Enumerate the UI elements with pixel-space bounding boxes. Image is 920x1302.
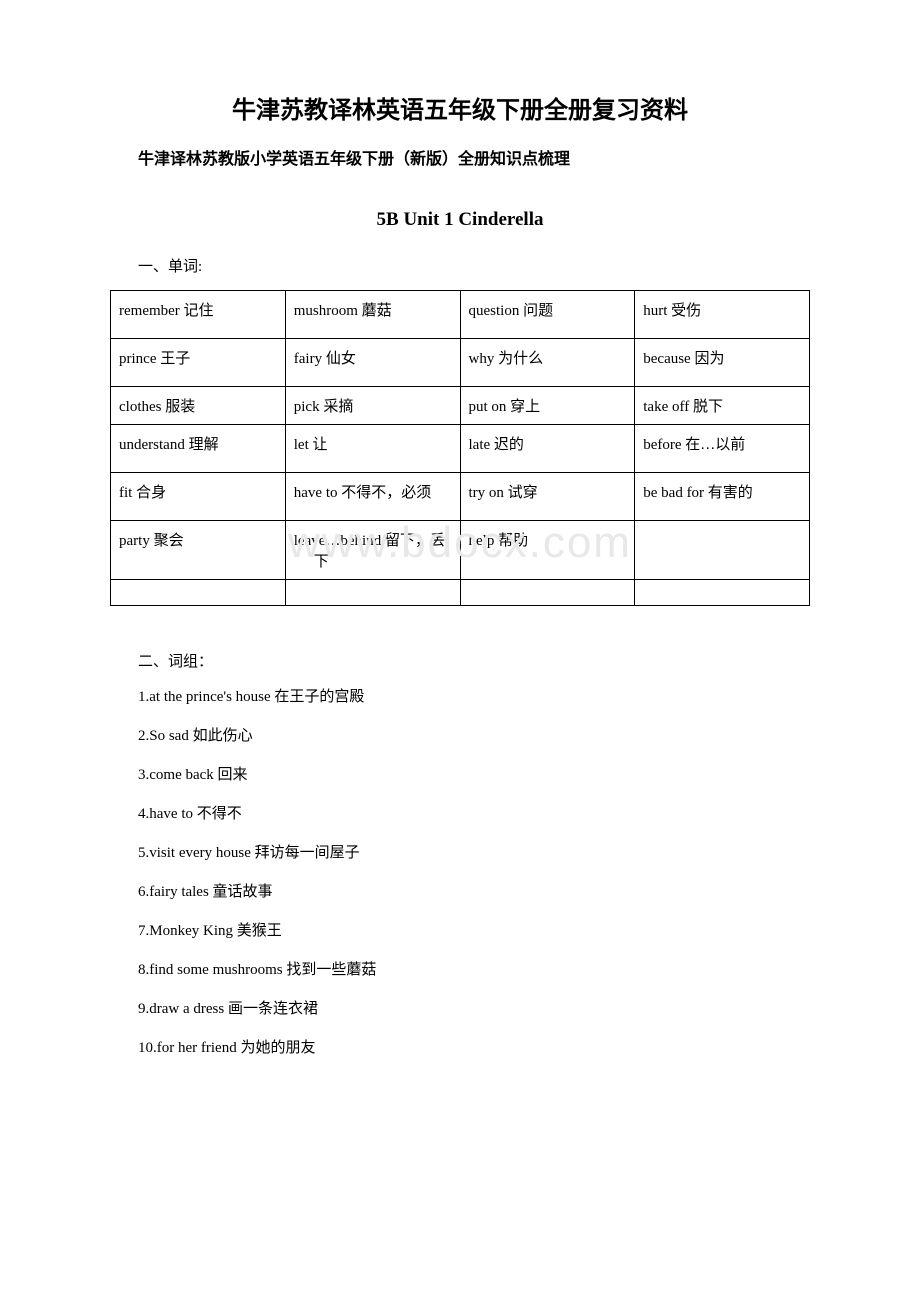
vocab-cell: fairy 仙女 (285, 339, 460, 387)
vocab-cell: leave…behind 留下，丢下 (285, 521, 460, 580)
table-row: remember 记住 mushroom 蘑菇 question 问题 hurt… (111, 291, 810, 339)
vocab-cell: be bad for 有害的 (635, 473, 810, 521)
subtitle: 牛津译林苏教版小学英语五年级下册（新版）全册知识点梳理 (110, 145, 810, 169)
vocab-cell: remember 记住 (111, 291, 286, 339)
section-phrases-heading: 二、词组： (110, 650, 810, 671)
list-item: 1.at the prince's house 在王子的宫殿 (110, 685, 810, 706)
section-vocab-heading: 一、单词: (110, 255, 810, 276)
vocab-cell: question 问题 (460, 291, 635, 339)
list-item: 6.fairy tales 童话故事 (110, 880, 810, 901)
vocab-cell (111, 580, 286, 606)
list-item: 4.have to 不得不 (110, 802, 810, 823)
vocab-cell: party 聚会 (111, 521, 286, 580)
vocab-cell: because 因为 (635, 339, 810, 387)
unit-title: 5B Unit 1 Cinderella (110, 209, 810, 231)
table-row: fit 合身 have to 不得不，必须 try on 试穿 be bad f… (111, 473, 810, 521)
vocab-cell: pick 采摘 (285, 387, 460, 425)
vocab-cell: mushroom 蘑菇 (285, 291, 460, 339)
table-row: prince 王子 fairy 仙女 why 为什么 because 因为 (111, 339, 810, 387)
main-title: 牛津苏教译林英语五年级下册全册复习资料 (110, 90, 810, 125)
list-item: 2.So sad 如此伤心 (110, 724, 810, 745)
vocab-cell: have to 不得不，必须 (285, 473, 460, 521)
vocab-cell (635, 580, 810, 606)
vocab-table: remember 记住 mushroom 蘑菇 question 问题 hurt… (110, 290, 810, 606)
vocab-cell (635, 521, 810, 580)
vocab-cell: try on 试穿 (460, 473, 635, 521)
list-item: 5.visit every house 拜访每一间屋子 (110, 841, 810, 862)
vocab-cell: put on 穿上 (460, 387, 635, 425)
vocab-cell: why 为什么 (460, 339, 635, 387)
vocab-cell: prince 王子 (111, 339, 286, 387)
vocab-cell (460, 580, 635, 606)
table-row: clothes 服装 pick 采摘 put on 穿上 take off 脱下 (111, 387, 810, 425)
vocab-cell: help 帮助 (460, 521, 635, 580)
vocab-cell: clothes 服装 (111, 387, 286, 425)
vocab-cell: hurt 受伤 (635, 291, 810, 339)
list-item: 10.for her friend 为她的朋友 (110, 1036, 810, 1057)
vocab-cell (285, 580, 460, 606)
vocab-cell: before 在…以前 (635, 425, 810, 473)
vocab-cell: late 迟的 (460, 425, 635, 473)
list-item: 7.Monkey King 美猴王 (110, 919, 810, 940)
table-row: party 聚会 leave…behind 留下，丢下 help 帮助 (111, 521, 810, 580)
vocab-cell: let 让 (285, 425, 460, 473)
table-row (111, 580, 810, 606)
table-row: understand 理解 let 让 late 迟的 before 在…以前 (111, 425, 810, 473)
list-item: 9.draw a dress 画一条连衣裙 (110, 997, 810, 1018)
list-item: 8.find some mushrooms 找到一些蘑菇 (110, 958, 810, 979)
vocab-cell: understand 理解 (111, 425, 286, 473)
vocab-cell: take off 脱下 (635, 387, 810, 425)
list-item: 3.come back 回来 (110, 763, 810, 784)
vocab-cell: fit 合身 (111, 473, 286, 521)
